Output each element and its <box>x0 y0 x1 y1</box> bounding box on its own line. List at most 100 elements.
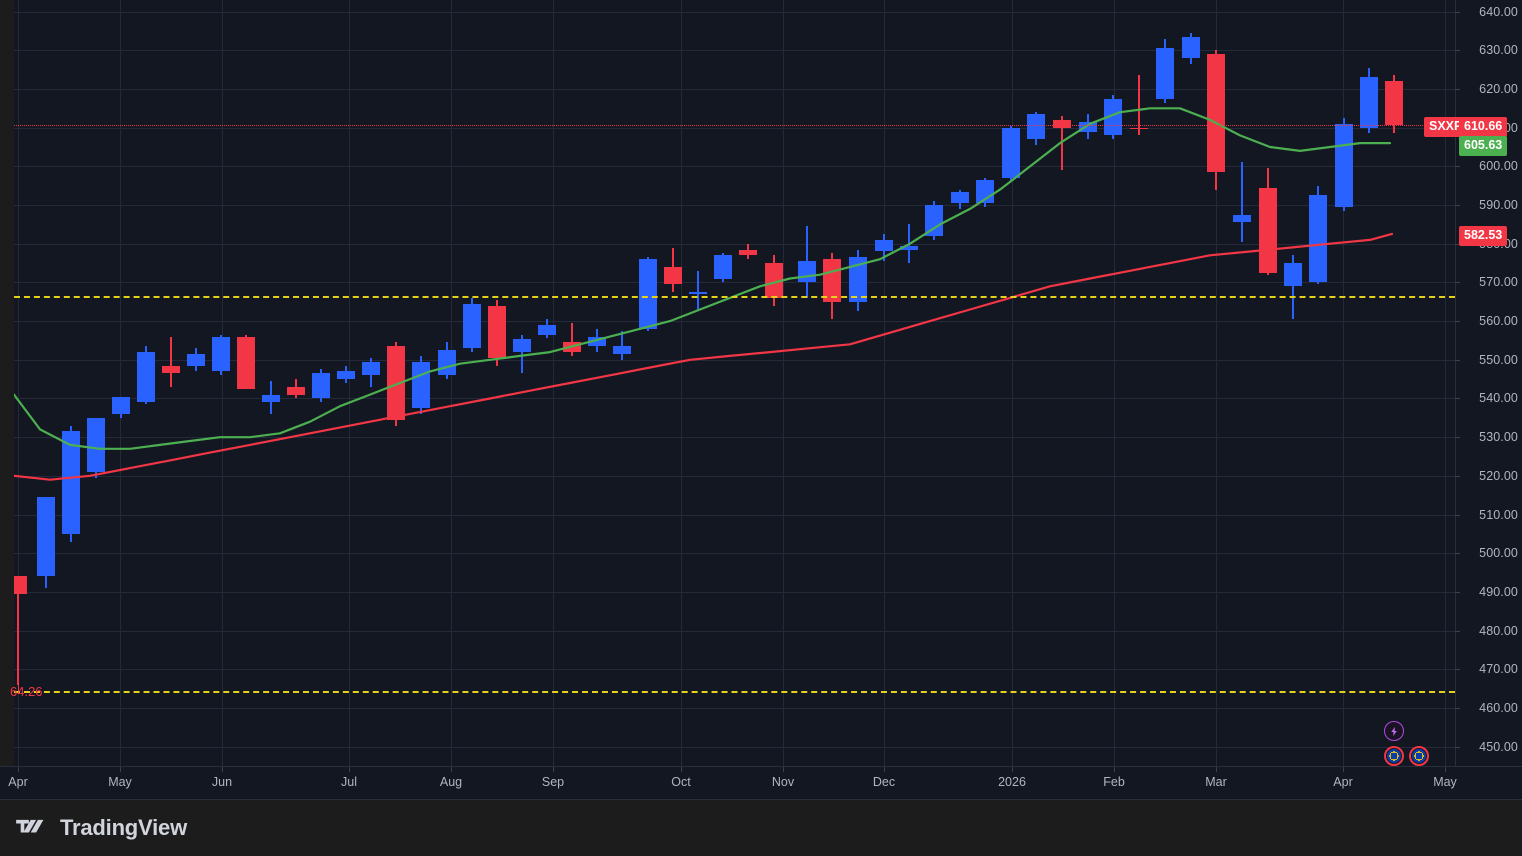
candle-wick <box>170 336 172 387</box>
time-axis-tickmark <box>451 767 452 772</box>
price-axis-tick: 570.00 <box>1479 275 1518 290</box>
price-axis-tick: 450.00 <box>1479 739 1518 754</box>
vertical-gridline <box>222 0 223 766</box>
vertical-gridline <box>783 0 784 766</box>
vertical-gridline <box>553 0 554 766</box>
time-axis-tick: Mar <box>1205 775 1227 789</box>
candle-body <box>900 245 918 250</box>
time-axis-tickmark <box>222 767 223 772</box>
time-axis-tick: Jul <box>341 775 357 789</box>
candle-body <box>1309 195 1327 283</box>
candle-body <box>1104 98 1122 136</box>
candle-body <box>62 431 80 534</box>
candle-body <box>312 373 330 399</box>
candle-body <box>112 396 130 414</box>
vertical-gridline <box>681 0 682 766</box>
last-price-tag: 610.66 <box>1459 117 1508 137</box>
candle-body <box>875 239 893 252</box>
tradingview-wordmark: TradingView <box>60 815 187 840</box>
price-axis-tick: 490.00 <box>1479 584 1518 599</box>
price-axis-tickmark <box>1455 282 1460 284</box>
price-axis-tick: 510.00 <box>1479 507 1518 522</box>
candle-body <box>1182 36 1200 59</box>
candle-body <box>362 361 380 376</box>
candle-body <box>463 303 481 349</box>
candle-body <box>1156 48 1174 99</box>
candle-body <box>212 336 230 372</box>
time-scale-axis[interactable]: Apr May Jun Jul Aug Sep Oct Nov Dec 2026 Feb Mar Apr… <box>0 766 1522 800</box>
candle-body <box>1259 187 1277 273</box>
price-axis-tick: 480.00 <box>1479 623 1518 638</box>
candle-body <box>488 305 506 358</box>
vertical-gridline <box>451 0 452 766</box>
candle-wick <box>521 334 523 374</box>
horizontal-gridline <box>14 553 1455 555</box>
tradingview-logo[interactable]: TradingView <box>16 815 187 841</box>
time-axis-tick: Feb <box>1103 775 1125 789</box>
price-axis-tickmark <box>1455 669 1460 671</box>
horizontal-gridline <box>14 243 1455 245</box>
horizontal-gridline <box>14 88 1455 90</box>
price-axis-tickmark <box>1455 359 1460 361</box>
eu-flag-icon[interactable] <box>1409 746 1429 766</box>
horizontal-gridline <box>14 398 1455 400</box>
price-axis-tickmark <box>1455 243 1460 245</box>
lightning-bolt-icon[interactable] <box>1384 721 1404 741</box>
candle-wick <box>697 270 699 312</box>
horizontal-gridline <box>14 630 1455 632</box>
candle-body <box>1284 263 1302 287</box>
horizontal-gridline <box>14 437 1455 439</box>
symbol-price-tag: SXXP <box>1424 117 1468 137</box>
time-axis-tick: Oct <box>671 775 691 789</box>
vertical-gridline <box>18 0 19 766</box>
price-axis-tick: 560.00 <box>1479 314 1518 329</box>
candle-body <box>1385 81 1403 126</box>
horizontal-gridline <box>14 591 1455 593</box>
candle-body <box>1207 54 1225 173</box>
price-axis-tick: 540.00 <box>1479 391 1518 406</box>
time-axis-tick: Dec <box>872 775 896 789</box>
candle-body <box>137 352 155 403</box>
eu-flag-glyph <box>1412 749 1426 763</box>
time-axis-tickmark <box>1445 767 1446 772</box>
candle-wick <box>621 330 623 360</box>
price-axis-tick: 460.00 <box>1479 700 1518 715</box>
vertical-gridline <box>1114 0 1115 766</box>
time-axis-tickmark <box>783 767 784 772</box>
time-axis-tickmark <box>1216 767 1217 772</box>
time-axis-tick: May <box>1433 775 1457 789</box>
price-axis-tickmark <box>1455 398 1460 400</box>
price-axis-tick: 630.00 <box>1479 43 1518 58</box>
lower-support-line <box>14 691 1455 694</box>
price-scale-axis[interactable]: 640.00630.00620.00610.00600.00590.00580.… <box>1455 0 1522 766</box>
candle-wick <box>1138 75 1140 136</box>
candle-body <box>1130 127 1148 130</box>
candle-body <box>588 336 606 347</box>
vertical-gridline <box>1012 0 1013 766</box>
eu-flag-icon[interactable] <box>1384 746 1404 766</box>
vertical-gridline <box>120 0 121 766</box>
chart-plot-area[interactable]: 64.26 <box>0 0 1455 766</box>
grid-layer <box>14 0 1455 766</box>
candle-wick <box>1241 162 1243 242</box>
time-axis-tickmark <box>1114 767 1115 772</box>
price-axis-tickmark <box>1455 321 1460 323</box>
price-axis-tick: 620.00 <box>1479 81 1518 96</box>
price-axis-tickmark <box>1455 166 1460 168</box>
price-axis-tickmark <box>1455 553 1460 555</box>
candle-body <box>925 205 943 236</box>
horizontal-gridline <box>14 166 1455 168</box>
time-axis-tickmark <box>1343 767 1344 772</box>
price-axis-tick: 590.00 <box>1479 198 1518 213</box>
time-axis-tick: Apr <box>1333 775 1353 789</box>
time-axis-tick: Aug <box>439 775 463 789</box>
candle-body <box>639 259 657 329</box>
last-price-line <box>14 125 1455 127</box>
candle-body <box>1079 121 1097 132</box>
time-axis-tickmark <box>681 767 682 772</box>
candle-wick <box>571 323 573 356</box>
candle-body <box>951 191 969 204</box>
vertical-gridline <box>349 0 350 766</box>
price-axis-tick: 470.00 <box>1479 662 1518 677</box>
